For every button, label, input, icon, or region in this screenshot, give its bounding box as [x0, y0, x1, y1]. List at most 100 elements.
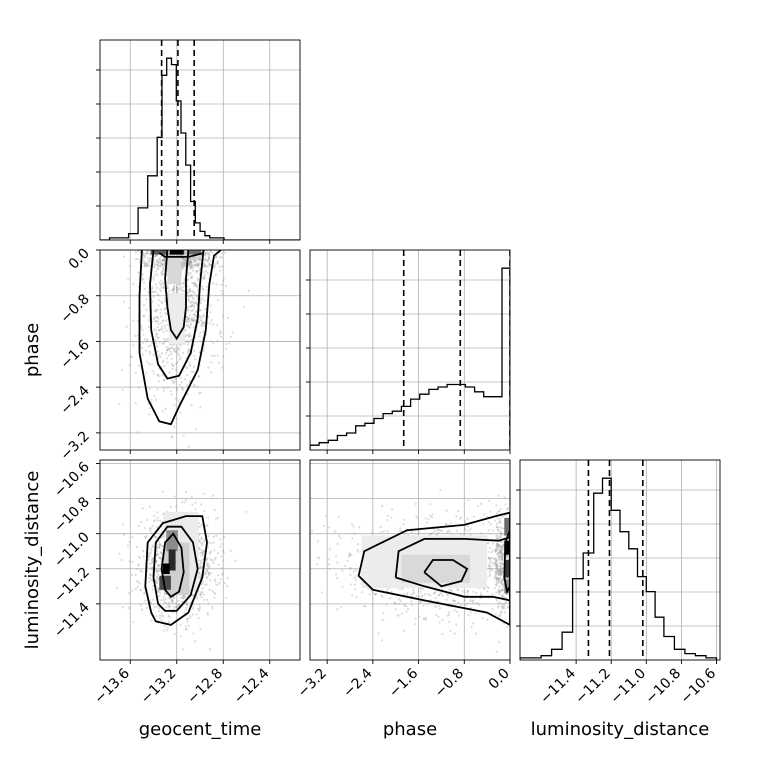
sample-point — [170, 393, 173, 396]
sample-point — [151, 558, 155, 561]
sample-point — [144, 252, 147, 255]
y-tick-label: −11.2 — [51, 564, 93, 606]
sample-point — [157, 298, 161, 301]
sample-point — [498, 570, 502, 573]
sample-point — [210, 371, 213, 374]
sample-point — [499, 568, 502, 572]
sample-point — [207, 251, 210, 255]
sample-point — [172, 348, 176, 351]
sample-point — [155, 333, 158, 336]
sample-point — [496, 537, 499, 540]
density-cell — [166, 530, 178, 552]
sample-point — [157, 588, 160, 591]
sample-point — [161, 301, 164, 305]
sample-point — [172, 596, 175, 599]
sample-point — [170, 352, 173, 355]
sample-point — [192, 316, 195, 319]
sample-point — [161, 545, 164, 548]
sample-point — [161, 272, 164, 275]
sample-point — [157, 317, 160, 320]
sample-point — [200, 319, 203, 322]
sample-point — [135, 545, 139, 548]
sample-point — [499, 535, 503, 538]
sample-point — [206, 516, 210, 519]
sample-point — [495, 584, 498, 587]
contour-line — [149, 250, 205, 380]
y-tick-label: −11.4 — [51, 599, 93, 641]
sample-point — [198, 258, 201, 261]
sample-point — [206, 524, 209, 527]
sample-point — [155, 552, 159, 555]
sample-point — [142, 549, 145, 552]
sample-point — [175, 286, 178, 289]
sample-point — [498, 555, 501, 559]
sample-point — [184, 263, 187, 266]
sample-point — [192, 349, 195, 353]
sample-point — [427, 593, 430, 596]
sample-point — [151, 545, 155, 548]
sample-point — [327, 563, 331, 566]
sample-point — [199, 627, 202, 631]
sample-point — [189, 294, 192, 297]
sample-point — [155, 550, 159, 553]
sample-point — [146, 250, 149, 253]
sample-point — [229, 549, 232, 552]
sample-point — [142, 592, 146, 595]
sample-point — [195, 285, 198, 288]
sample-point — [483, 513, 486, 516]
sample-point — [316, 540, 320, 543]
sample-point — [502, 545, 505, 548]
sample-point — [160, 279, 163, 282]
sample-point — [349, 583, 353, 586]
sample-point — [160, 611, 163, 614]
sample-point — [145, 340, 148, 344]
sample-point — [170, 362, 173, 366]
sample-point — [161, 613, 164, 617]
sample-point — [495, 576, 498, 579]
sample-point — [155, 254, 158, 257]
panel-frame — [99, 459, 301, 661]
sample-point — [214, 262, 217, 266]
sample-point — [482, 523, 485, 526]
sample-point — [190, 300, 193, 303]
sample-point — [156, 388, 159, 391]
sample-point — [172, 288, 175, 291]
sample-point — [186, 334, 189, 337]
sample-point — [500, 549, 503, 552]
sample-point — [501, 555, 504, 558]
sample-point — [190, 318, 193, 321]
sample-point — [199, 331, 202, 334]
sample-point — [188, 263, 191, 266]
sample-point — [184, 328, 187, 332]
sample-point — [160, 255, 163, 258]
sample-point — [158, 591, 162, 594]
sample-point — [194, 501, 197, 504]
sample-point — [152, 353, 155, 356]
sample-point — [211, 494, 215, 497]
sample-point — [380, 531, 383, 534]
sample-point — [128, 606, 131, 610]
sample-point — [128, 363, 131, 367]
sample-point — [162, 319, 165, 322]
sample-point — [175, 350, 178, 353]
sample-point — [206, 557, 209, 560]
sample-point — [494, 549, 497, 552]
contour-line — [138, 250, 222, 426]
sample-point — [497, 593, 501, 596]
sample-point — [187, 306, 190, 309]
sample-point — [155, 260, 158, 263]
sample-point — [351, 594, 354, 597]
sample-point — [496, 542, 499, 545]
sample-point — [217, 361, 221, 364]
sample-point — [207, 541, 210, 544]
sample-point — [444, 523, 448, 526]
sample-point — [203, 273, 206, 277]
sample-point — [438, 621, 441, 624]
sample-point — [134, 334, 137, 338]
sample-point — [150, 363, 154, 366]
sample-point — [167, 605, 170, 608]
sample-point — [448, 588, 451, 592]
sample-point — [496, 564, 499, 567]
sample-point — [204, 573, 207, 576]
sample-point — [156, 586, 159, 589]
